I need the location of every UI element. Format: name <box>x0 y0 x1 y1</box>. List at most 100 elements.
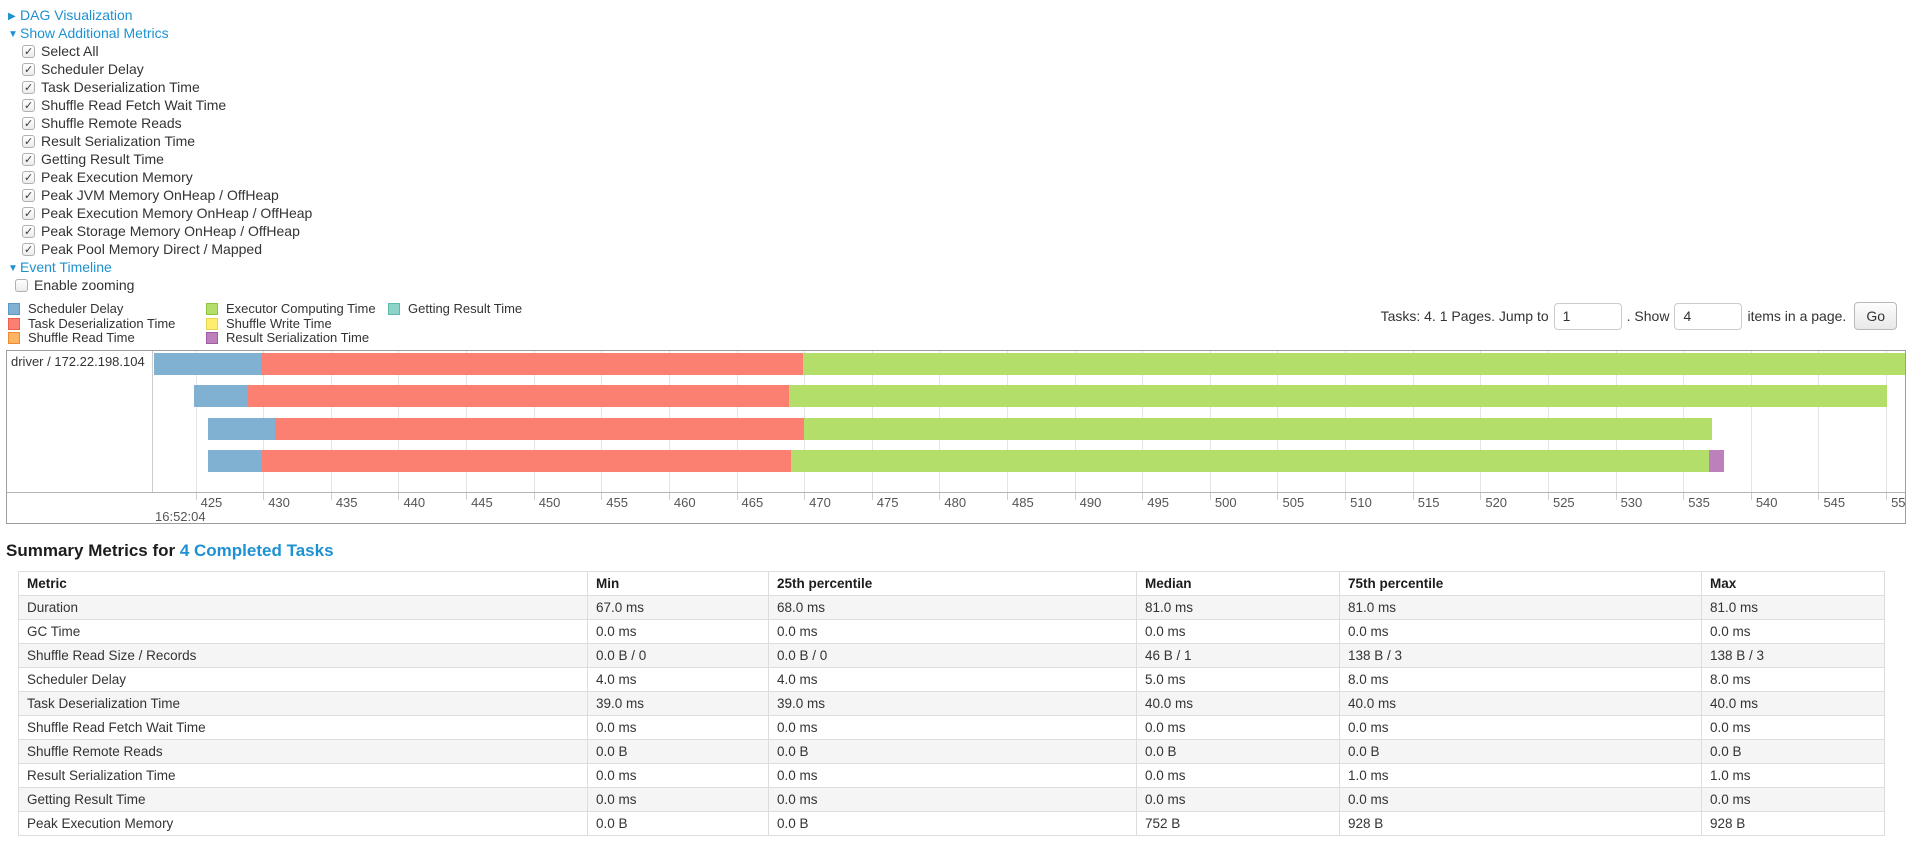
metric-checkbox[interactable] <box>22 241 35 259</box>
executor-label: driver / 172.22.198.104 <box>7 351 153 492</box>
task-bar-segment-executor-computing[interactable] <box>789 385 1888 407</box>
pagination-show-text: . Show <box>1626 308 1670 324</box>
pagination-suffix-text: items in a page. <box>1747 308 1847 324</box>
expanded-arrow-icon: ▼ <box>8 263 18 274</box>
metric-name-cell: Shuffle Read Fetch Wait Time <box>18 715 588 740</box>
metric-value-cell: 1.0 ms <box>1339 763 1702 788</box>
table-row: Peak Execution Memory 0.0 B 0.0 B 752 B 928 … <box>18 811 1885 836</box>
metric-value-cell: 0.0 ms <box>587 715 769 740</box>
axis-tick-label: 440 <box>403 495 426 510</box>
table-row: Duration 67.0 ms 68.0 ms 81.0 ms 81.0 ms 81.0… <box>18 595 1885 620</box>
jump-to-page-input[interactable] <box>1553 302 1622 330</box>
go-button[interactable]: Go <box>1854 302 1897 330</box>
task-bar-segment-executor-computing[interactable] <box>790 450 1709 472</box>
metric-checkbox[interactable] <box>22 205 35 223</box>
axis-tick <box>871 493 873 500</box>
metric-name-cell: Peak Execution Memory <box>18 811 588 836</box>
metric-name-cell: Duration <box>18 595 588 620</box>
axis-tick <box>804 493 806 500</box>
enable-zooming-checkbox[interactable] <box>15 279 28 292</box>
axis-tick-label: 530 <box>1620 495 1643 510</box>
legend-and-pagination-band: Scheduler Delay Task Deserialization Time… <box>0 294 1907 346</box>
axis-tick-label: 515 <box>1417 495 1440 510</box>
completed-tasks-link[interactable]: 4 Completed Tasks <box>179 541 334 560</box>
axis-tick <box>1142 493 1144 500</box>
metric-value-cell: 0.0 ms <box>1701 619 1885 644</box>
axis-tick <box>1615 493 1617 500</box>
metric-checkbox[interactable] <box>22 97 35 115</box>
legend-item: Shuffle Write Time <box>206 316 388 332</box>
table-row: Task Deserialization Time 39.0 ms 39.0 ms 4… <box>18 691 1885 716</box>
task-bar-segment-task-deserialization[interactable] <box>275 418 805 440</box>
axis-tick-label: 500 <box>1214 495 1237 510</box>
metric-value-cell: 0.0 ms <box>587 619 769 644</box>
gridline <box>195 351 197 492</box>
metric-checkbox[interactable] <box>22 151 35 169</box>
axis-tick-label: 445 <box>471 495 493 510</box>
axis-tick <box>195 493 197 500</box>
metric-checkbox[interactable] <box>22 43 35 61</box>
metric-value-cell: 928 B <box>1701 811 1885 836</box>
axis-tick-label: 545 <box>1823 495 1846 510</box>
metric-value-cell: 0.0 B <box>587 739 769 764</box>
metric-name-cell: Getting Result Time <box>18 787 588 812</box>
axis-tick-label: 460 <box>673 495 696 510</box>
legend-swatch-icon <box>206 303 218 315</box>
metric-value-cell: 8.0 ms <box>1339 667 1702 692</box>
metric-value-cell: 138 B / 3 <box>1339 643 1702 668</box>
axis-tick-label: 450 <box>538 495 561 510</box>
metric-value-cell: 0.0 ms <box>768 763 1137 788</box>
items-per-page-input[interactable] <box>1674 302 1743 330</box>
task-bar-segment-task-deserialization[interactable] <box>248 385 790 407</box>
metric-checkbox-row: Result Serialization Time <box>8 132 1907 151</box>
task-bar-segment-scheduler-delay[interactable] <box>207 418 276 440</box>
metric-checkbox[interactable] <box>22 61 35 79</box>
metric-checkbox[interactable] <box>22 223 35 241</box>
task-bar-segment-result-serialization[interactable] <box>1708 450 1724 472</box>
metric-checkbox-row: Shuffle Remote Reads <box>8 114 1907 133</box>
axis-tick <box>1277 493 1279 500</box>
table-column-header: Min <box>587 571 769 596</box>
metric-checkbox[interactable] <box>22 115 35 133</box>
axis-tick <box>1886 493 1888 500</box>
task-bar-segment-executor-computing[interactable] <box>804 418 1712 440</box>
metric-checkbox-label: Shuffle Remote Reads <box>41 115 182 131</box>
axis-tick-label: 485 <box>1012 495 1034 510</box>
legend-label: Scheduler Delay <box>28 301 124 316</box>
metric-checkbox-label: Peak JVM Memory OnHeap / OffHeap <box>41 187 279 203</box>
task-bar-segment-scheduler-delay[interactable] <box>153 353 261 375</box>
gridline <box>1750 351 1752 492</box>
metric-checkbox[interactable] <box>22 187 35 205</box>
metric-checkbox[interactable] <box>22 79 35 97</box>
table-column-header: 25th percentile <box>768 571 1137 596</box>
metric-value-cell: 46 B / 1 <box>1136 643 1340 668</box>
metric-checkbox-label: Peak Execution Memory OnHeap / OffHeap <box>41 205 313 221</box>
axis-tick-label: 505 <box>1282 495 1305 510</box>
pagination-prefix-text: Tasks: 4. 1 Pages. Jump to <box>1380 308 1549 324</box>
task-bar-segment-task-deserialization[interactable] <box>260 353 803 375</box>
event-timeline-chart: driver / 172.22.198.104 425 430 435 440 445 4… <box>6 350 1906 524</box>
metric-checkbox-label: Getting Result Time <box>41 151 164 167</box>
metric-value-cell: 0.0 ms <box>1136 763 1340 788</box>
metric-value-cell: 0.0 B <box>587 811 769 836</box>
task-bar-segment-scheduler-delay[interactable] <box>194 385 249 407</box>
legend-item: Result Serialization Time <box>206 330 388 346</box>
axis-tick-label: 535 <box>1688 495 1710 510</box>
metric-checkbox-label: Select All <box>41 43 99 59</box>
task-bar-segment-scheduler-delay[interactable] <box>207 450 262 472</box>
table-row: Shuffle Read Fetch Wait Time 0.0 ms 0.0 ms… <box>18 715 1885 740</box>
axis-tick <box>1480 493 1482 500</box>
metric-checkbox[interactable] <box>22 133 35 151</box>
show-additional-metrics-toggle[interactable]: ▼ Show Additional Metrics <box>8 24 1907 42</box>
task-bar-segment-task-deserialization[interactable] <box>261 450 791 472</box>
metric-name-cell: Shuffle Read Size / Records <box>18 643 588 668</box>
table-column-header: Median <box>1136 571 1340 596</box>
metric-value-cell: 0.0 ms <box>1339 787 1702 812</box>
axis-tick <box>1818 493 1820 500</box>
axis-tick <box>1209 493 1211 500</box>
dag-visualization-toggle[interactable]: ▶ DAG Visualization <box>8 6 1907 24</box>
axis-tick-label: 470 <box>809 495 831 510</box>
task-bar-segment-executor-computing[interactable] <box>802 353 1905 375</box>
metric-checkbox[interactable] <box>22 169 35 187</box>
event-timeline-toggle[interactable]: ▼ Event Timeline <box>8 258 1907 276</box>
